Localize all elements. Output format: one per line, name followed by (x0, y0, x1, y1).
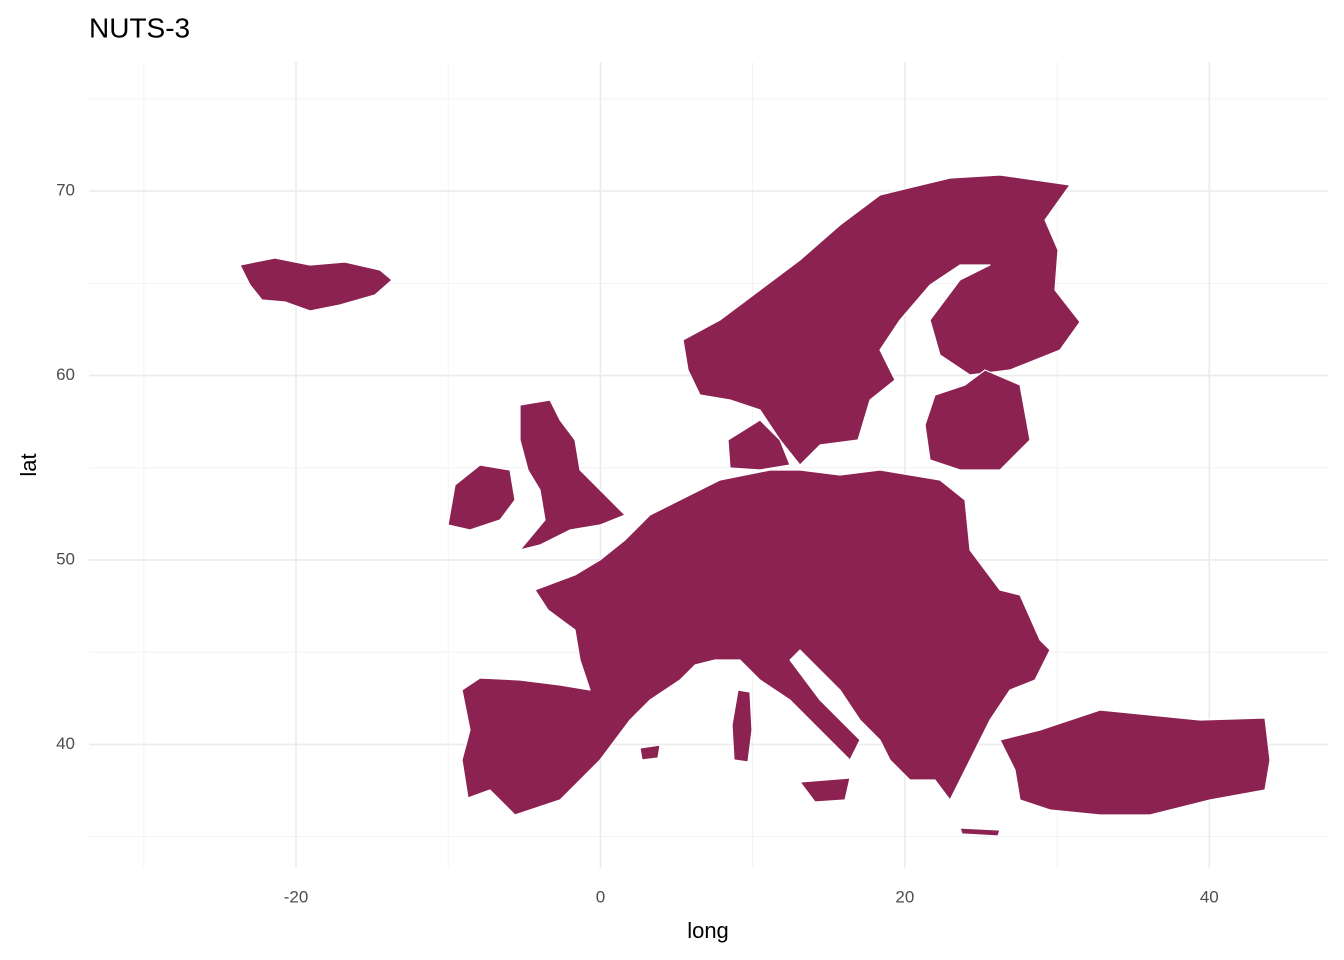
x-tick-label: 40 (1200, 887, 1219, 906)
sicily (799, 777, 851, 803)
baltics (924, 369, 1031, 471)
turkey (999, 709, 1271, 816)
y-tick-label: 70 (56, 181, 75, 200)
crete (959, 827, 1001, 837)
scandinavia (682, 174, 1081, 466)
x-tick-label: 0 (596, 887, 605, 906)
corsica-sardinia (731, 689, 753, 763)
chart-title: NUTS-3 (89, 12, 190, 43)
x-tick-label: 20 (895, 887, 914, 906)
iceland (239, 257, 393, 312)
balearics (639, 744, 661, 761)
y-tick-label: 40 (56, 734, 75, 753)
y-tick-label: 50 (56, 549, 75, 568)
x-axis-label: long (687, 918, 729, 943)
great-britain (519, 399, 626, 551)
ireland (447, 464, 516, 531)
y-axis-label: lat (16, 453, 41, 476)
map-regions (239, 174, 1271, 837)
y-tick-label: 60 (56, 365, 75, 384)
denmark (727, 419, 791, 471)
mainland (461, 469, 1051, 816)
x-tick-label: -20 (284, 887, 309, 906)
